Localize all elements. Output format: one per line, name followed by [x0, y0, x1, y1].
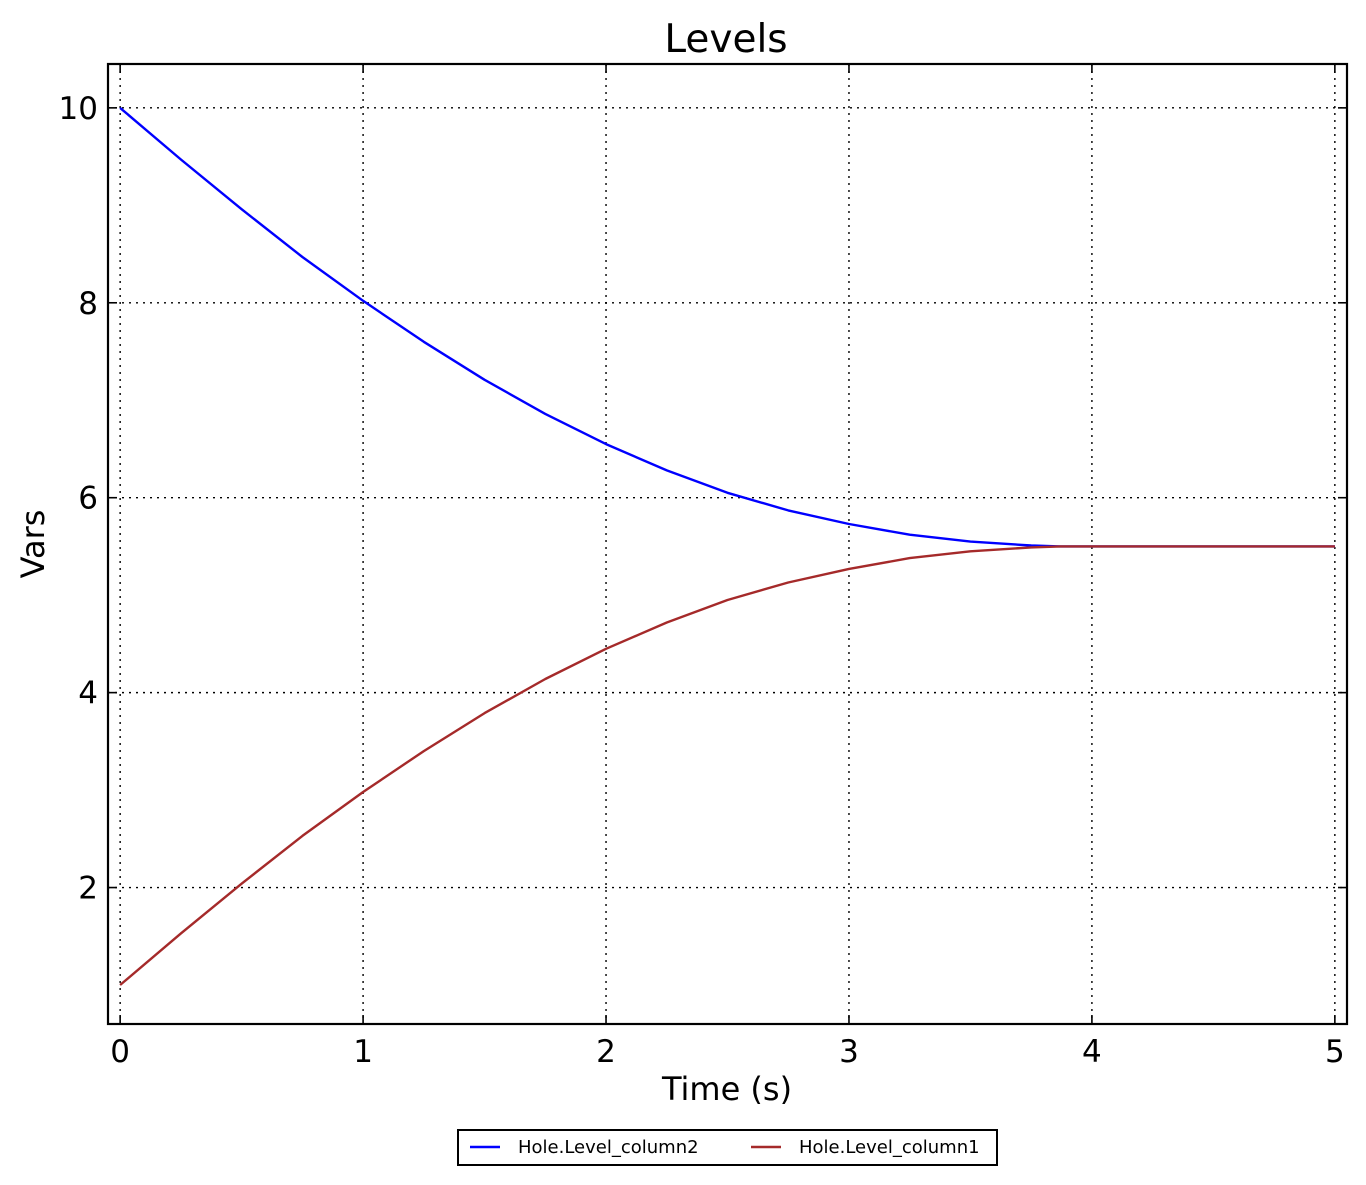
- y-tick-label: 8: [78, 286, 98, 322]
- x-tick-label: 4: [1082, 1034, 1102, 1070]
- legend: Hole.Level_column2 Hole.Level_column1: [457, 1129, 998, 1166]
- x-tick-label: 5: [1325, 1034, 1345, 1070]
- y-tick-label: 10: [59, 91, 98, 127]
- legend-box: [457, 1129, 998, 1166]
- plot-area-frame: [106, 62, 1349, 1026]
- axis-ticks: [108, 64, 1347, 1024]
- x-axis-title: Time (s): [661, 1070, 792, 1108]
- y-tick-label: 4: [78, 676, 98, 712]
- y-tick-label: 2: [78, 871, 98, 907]
- x-tick-label: 2: [596, 1034, 616, 1070]
- legend-label-series-1: Hole.Level_column2: [518, 1137, 699, 1158]
- x-tick-label: 3: [839, 1034, 859, 1070]
- chart-title: Levels: [664, 17, 787, 62]
- y-tick-label: 6: [78, 481, 98, 517]
- x-tick-label: 0: [110, 1034, 130, 1070]
- grid: [108, 64, 1347, 1024]
- y-tick-labels: 2 4 6 8 10: [59, 91, 98, 907]
- x-tick-labels: 0 1 2 3 4 5: [110, 1034, 1344, 1070]
- legend-label-series-2: Hole.Level_column1: [799, 1137, 980, 1158]
- y-axis-title: Vars: [14, 510, 52, 579]
- x-tick-label: 1: [353, 1034, 373, 1070]
- series-line-2: [119, 545, 1335, 986]
- series-layer: [119, 106, 1335, 986]
